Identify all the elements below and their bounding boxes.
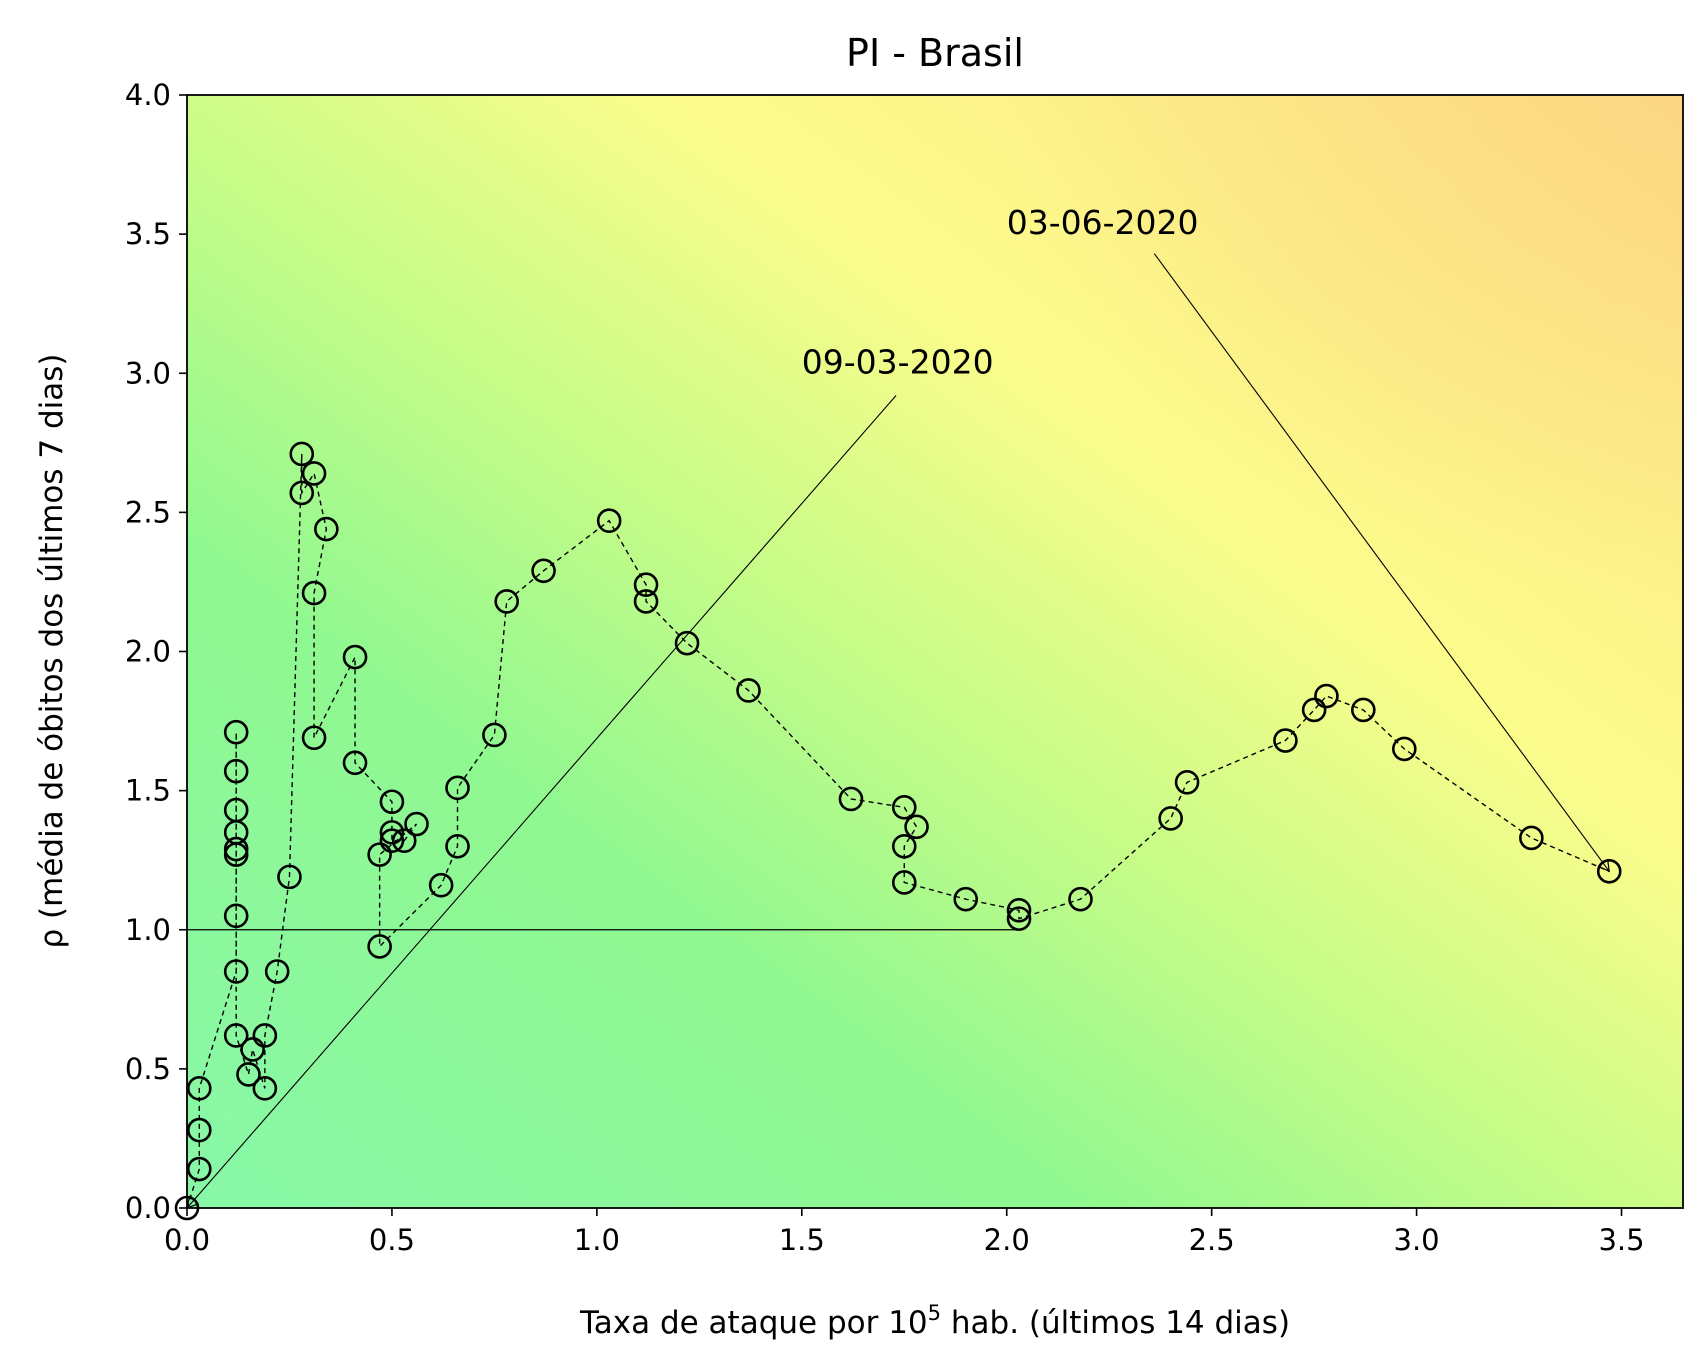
x-tick-label: 0.0 [164, 1223, 210, 1257]
data-point [838, 786, 864, 812]
data-point [342, 750, 368, 776]
data-point [1174, 769, 1200, 795]
data-point [186, 1076, 212, 1101]
data-point [891, 870, 917, 895]
y-tick-label: 0.0 [125, 1191, 171, 1225]
data-point [633, 589, 659, 614]
data-point [342, 644, 368, 670]
series-line [186, 453, 1610, 1209]
data-point [1391, 736, 1417, 762]
data-point [223, 903, 249, 929]
data-point [891, 795, 917, 820]
data-point [1273, 728, 1298, 753]
data-point [482, 722, 507, 748]
y-tick-label: 2.5 [125, 495, 171, 529]
chart-title: PI - Brasil [846, 31, 1024, 75]
data-point [379, 820, 405, 845]
data-point [240, 1037, 265, 1062]
x-tick-label: 1.0 [574, 1223, 620, 1257]
x-tick-label: 0.5 [369, 1223, 415, 1257]
data-point [736, 678, 761, 703]
x-tick-label: 1.5 [779, 1223, 825, 1257]
x-axis-ticks: 0.0 0.5 1.0 1.5 2.0 2.5 3.0 3.5 [164, 1208, 1645, 1257]
data-point [531, 558, 556, 584]
data-point [445, 775, 470, 801]
y-tick-label: 2.0 [125, 635, 171, 669]
y-tick-label: 4.0 [125, 78, 171, 112]
x-tick-label: 3.5 [1598, 1223, 1644, 1257]
y-axis-title: ρ (média de óbitos dos últimos 7 dias) [34, 354, 70, 949]
y-tick-label: 1.0 [125, 913, 171, 947]
data-point [379, 789, 405, 815]
x-tick-label: 3.0 [1394, 1223, 1440, 1257]
data-point [596, 508, 622, 534]
y-tick-label: 3.0 [125, 356, 171, 390]
data-point [223, 836, 249, 862]
data-point [236, 1062, 261, 1087]
data-point [1314, 683, 1339, 709]
data-point [1006, 906, 1032, 931]
annotation-labels: 09-03-2020 03-06-2020 [802, 203, 1199, 381]
data-point [1006, 897, 1032, 923]
x-tick-label: 2.5 [1189, 1223, 1235, 1257]
annotation-arrow [186, 395, 897, 1209]
data-point [1351, 697, 1376, 723]
data-point [289, 441, 315, 467]
x-axis-title: Taxa de ataque por 105 hab. (últimos 14 … [579, 1301, 1290, 1341]
data-point [277, 864, 302, 890]
plot-background-corner [187, 95, 1683, 1208]
data-point [391, 828, 417, 854]
x-tick-label: 2.0 [984, 1223, 1030, 1257]
data-point [289, 480, 315, 506]
annotation-label: 03-06-2020 [1007, 203, 1199, 242]
data-points [174, 441, 1622, 1221]
y-tick-label: 1.5 [125, 774, 171, 808]
data-point [367, 842, 392, 867]
data-point [367, 934, 392, 959]
data-point [428, 872, 454, 898]
annotation-arrow [1153, 253, 1610, 873]
data-point [1519, 825, 1544, 851]
data-point [301, 725, 327, 751]
data-point [223, 758, 249, 784]
data-point [953, 886, 979, 912]
data-point [252, 1023, 278, 1048]
data-point [633, 572, 659, 598]
data-point [1158, 806, 1183, 831]
data-point [186, 1117, 212, 1143]
data-point [301, 461, 327, 486]
data-point [404, 811, 429, 837]
annotation-label: 09-03-2020 [802, 342, 994, 381]
data-point [891, 833, 917, 859]
data-point [301, 580, 327, 606]
data-point [264, 959, 290, 984]
data-point [494, 589, 519, 614]
data-point [1596, 859, 1622, 884]
data-point [186, 1156, 212, 1182]
data-point [674, 630, 700, 656]
data-point [314, 516, 339, 542]
data-point [223, 719, 249, 745]
annotation-lines [186, 253, 1610, 1209]
data-point [1301, 697, 1327, 723]
y-tick-label: 0.5 [125, 1052, 171, 1086]
data-point [223, 959, 249, 984]
data-point [223, 1023, 249, 1048]
data-point [1068, 886, 1093, 912]
data-point [904, 814, 929, 840]
data-point [379, 828, 405, 854]
data-point [445, 833, 470, 859]
data-point [252, 1076, 278, 1101]
data-point [223, 797, 249, 823]
y-axis-ticks: 0.0 0.5 1.0 1.5 2.0 2.5 3.0 3.5 4.0 [125, 78, 187, 1225]
plot-area [187, 95, 1683, 1208]
y-tick-label: 3.5 [125, 217, 171, 251]
